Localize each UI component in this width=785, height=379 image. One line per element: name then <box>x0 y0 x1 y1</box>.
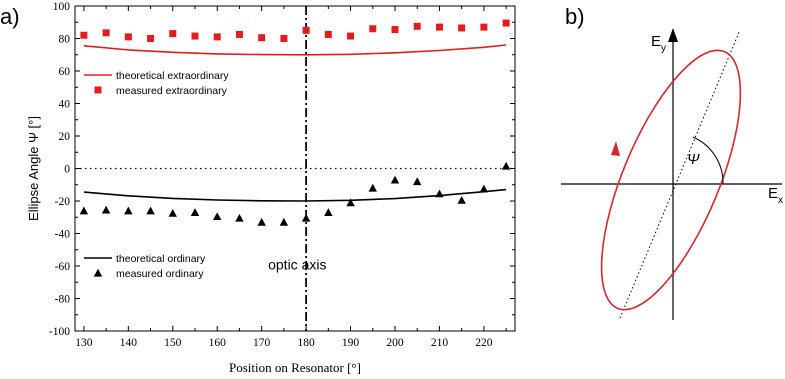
data-point-triangle <box>435 189 444 198</box>
y-tick-label: -60 <box>55 261 71 273</box>
panel-a-label: a) <box>0 4 20 29</box>
data-point-square <box>413 22 421 30</box>
x-ticks: 130 140 150 160 170 180 190 200 210 220 <box>75 6 507 349</box>
y-tick-label: -20 <box>55 196 71 208</box>
plot-frame <box>74 5 516 332</box>
data-point-square <box>191 32 199 40</box>
data-point-square <box>480 23 488 31</box>
data-point-square <box>258 34 266 42</box>
data-point-square <box>302 26 310 34</box>
data-point-triangle <box>301 213 311 222</box>
legend-label: theoretical ordinary <box>116 253 206 265</box>
series-line <box>83 188 507 202</box>
data-point-triangle <box>279 217 289 226</box>
data-point-triangle <box>190 208 200 216</box>
x-tick-label: 200 <box>386 337 404 349</box>
data-point-square <box>391 26 399 34</box>
data-point-triangle <box>368 183 377 192</box>
y-tick-label: 20 <box>59 131 71 143</box>
y-axis-title: Ellipse Angle Ψ [°] <box>26 116 41 221</box>
x-tick-label: 140 <box>120 337 138 349</box>
data-point-square <box>347 32 355 40</box>
y-tick-label: 60 <box>59 66 71 78</box>
y-tick-label: -80 <box>55 294 71 306</box>
data-point-triangle <box>324 208 333 216</box>
data-point-triangle <box>346 198 355 207</box>
rotation-arrow-icon <box>611 141 620 156</box>
ellipse-angle-chart: -100 -80 -60 -40 -20 0 20 40 60 80 100 130 140 150 16… <box>26 1 516 375</box>
x-tick-label: 170 <box>253 337 271 349</box>
data-point-square <box>458 24 466 32</box>
legend-label: theoretical extraordinary <box>116 70 229 82</box>
data-point-square <box>369 25 377 33</box>
data-point-square <box>169 30 177 38</box>
y-tick-label: -40 <box>55 229 71 241</box>
data-point-triangle <box>146 206 155 215</box>
data-point-square <box>213 33 221 41</box>
legend-marker-square <box>94 86 102 94</box>
legend-label: measured extraordinary <box>116 85 228 97</box>
data-point-square <box>124 33 132 41</box>
data-point-triangle <box>79 206 89 215</box>
ey-label: Ey <box>651 33 666 54</box>
data-point-square <box>324 30 332 38</box>
data-point-triangle <box>168 208 177 217</box>
y-tick-label: 40 <box>59 99 71 111</box>
ex-label: Ex <box>768 185 783 206</box>
data-point-triangle <box>413 177 422 186</box>
x-tick-label: 220 <box>475 337 493 349</box>
y-tick-label: 0 <box>64 164 70 176</box>
legend-marker-triangle <box>93 268 103 277</box>
data-point-square <box>147 35 155 42</box>
y-tick-label: 80 <box>59 34 71 46</box>
plot-series <box>79 19 511 226</box>
optic-axis-label: optic axis <box>268 256 326 272</box>
data-point-square <box>435 23 443 31</box>
data-point-triangle <box>101 205 111 214</box>
x-tick-label: 190 <box>342 337 360 349</box>
x-tick-label: 130 <box>75 337 93 349</box>
x-axis-title: Position on Resonator [°] <box>229 360 361 375</box>
y-tick-label: -100 <box>49 326 70 338</box>
x-tick-label: 210 <box>431 337 449 349</box>
x-tick-label: 160 <box>209 337 227 349</box>
polarization-ellipse <box>600 49 742 311</box>
psi-label: Ψ <box>687 151 700 168</box>
y-ticks: -100 -80 -60 -40 -20 0 20 40 60 80 100 <box>49 1 515 338</box>
polarization-diagram: Ψ Ey Ex <box>561 28 783 320</box>
data-point-triangle <box>124 206 133 215</box>
data-point-triangle <box>235 213 244 222</box>
data-point-square <box>502 19 510 27</box>
data-point-square <box>280 35 288 42</box>
panel-b-label: b) <box>565 4 585 29</box>
major-axis-line <box>619 29 741 319</box>
x-tick-label: 150 <box>164 337 182 349</box>
psi-angle-arc <box>692 136 724 185</box>
data-point-triangle <box>501 161 511 170</box>
data-point-square <box>80 31 88 39</box>
data-point-triangle <box>213 212 222 221</box>
x-tick-label: 180 <box>297 337 315 349</box>
data-point-square <box>102 29 110 37</box>
data-point-triangle <box>479 184 489 193</box>
series-line <box>83 44 507 56</box>
y-tick-label: 100 <box>53 1 71 13</box>
reference-lines <box>75 6 515 331</box>
data-point-triangle <box>457 195 466 204</box>
ey-arrowhead <box>668 28 678 42</box>
legends: theoretical extraordinary measured extrao… <box>84 70 229 280</box>
legend-label: measured ordinary <box>116 268 204 280</box>
data-point-triangle <box>257 217 266 226</box>
data-point-triangle <box>390 175 400 184</box>
data-point-square <box>235 30 243 38</box>
